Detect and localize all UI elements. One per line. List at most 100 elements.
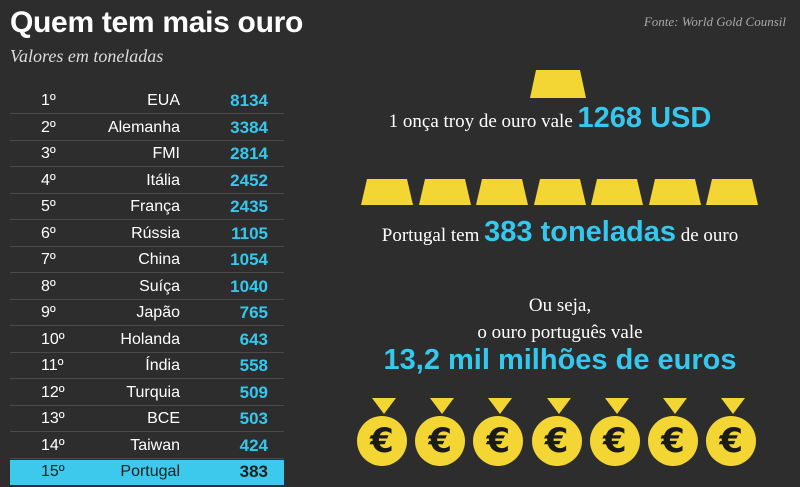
vale-text: o ouro português vale (477, 322, 643, 343)
euro-coin-icon: € (531, 398, 586, 482)
country-label: BCE (147, 410, 180, 427)
coin-circle (648, 416, 698, 466)
value-label: 2435 (230, 197, 268, 216)
value-label: 8134 (230, 91, 268, 110)
coin-pointer-icon (546, 398, 571, 414)
ou-seja-fact: Ou seja, o ouro português vale (310, 292, 800, 346)
euro-coin-icon: € (415, 398, 469, 482)
euro-symbol: € (428, 421, 453, 461)
table-row: 7º China 1054 (10, 248, 284, 273)
rank-label: 13º (41, 410, 65, 427)
coin-pointer-icon (488, 398, 513, 414)
country-label: Japão (136, 304, 180, 321)
source-note: Fonte: World Gold Counsil (643, 14, 786, 29)
value-label: 424 (239, 435, 268, 455)
table-row: 4º Itália 2452 (10, 169, 284, 194)
country-label: Suíça (139, 277, 180, 295)
table-row: 8º Suíça 1040 (10, 275, 284, 300)
rank-label: 1º (41, 92, 56, 109)
table-row: 9º Japão 765 (10, 301, 284, 326)
coin-pointer-icon (663, 398, 687, 414)
value-label: 765 (239, 303, 268, 322)
gold-bar-icon (476, 179, 528, 205)
table-row: 6º Rússia 1105 (10, 222, 284, 247)
ounce-fact: 1 onça troy de ouro vale 1268 USD (300, 102, 800, 135)
rank-label: 3º (41, 145, 56, 162)
coin-circle (589, 416, 640, 466)
table-row: 15º Portugal 383 (10, 460, 284, 485)
coin-circle (473, 416, 524, 466)
country-label: Taiwan (130, 436, 180, 454)
country-label: EUA (147, 92, 180, 109)
gold-bar-icon (533, 179, 586, 205)
table-row: 12º Turquia 509 (10, 381, 284, 406)
rank-label: 9º (41, 304, 56, 321)
coin-circle (357, 416, 407, 466)
rank-label: 5º (41, 198, 56, 215)
ranking-table: 1º EUA 8134 2º Alemanha 3384 3º FMI 2814 4º Itália… (10, 89, 284, 487)
ounce-value: 1268 USD (577, 102, 712, 134)
value-label: 503 (239, 409, 268, 428)
country-label: Portugal (120, 463, 180, 480)
euro-symbol: € (486, 421, 511, 461)
rank-label: 2º (41, 118, 56, 136)
country-label: Índia (145, 357, 180, 374)
gold-bar-icon (648, 179, 701, 205)
gold-bar-icon (530, 70, 586, 98)
coin-pointer-icon (372, 398, 396, 414)
rank-label: 7º (41, 251, 56, 268)
ou-seja-text: Ou seja, (528, 295, 592, 316)
gold-bar-icon (361, 179, 413, 205)
value-label: 1040 (230, 276, 268, 296)
table-row: 5º França 2435 (10, 195, 284, 220)
country-label: França (130, 198, 180, 215)
table-row: 14º Taiwan 424 (10, 434, 284, 459)
country-label: FMI (152, 145, 180, 162)
value-label: 509 (239, 382, 268, 402)
euro-symbol: € (719, 421, 744, 461)
coin-pointer-icon (604, 398, 629, 414)
table-row: 1º EUA 8134 (10, 89, 284, 114)
total-value: 13,2 mil milhões de euros (383, 344, 737, 376)
coin-pointer-icon (430, 398, 455, 414)
ounce-text: 1 onça troy de ouro vale (388, 111, 573, 132)
country-label: Rússia (131, 224, 180, 242)
value-label: 643 (239, 329, 268, 349)
portugal-suffix: de ouro (680, 225, 739, 246)
gold-bar-icon (706, 179, 758, 205)
value-label: 2452 (230, 170, 268, 190)
rank-label: 14º (41, 436, 65, 454)
gold-bar-icon (418, 179, 471, 205)
value-label: 3384 (230, 117, 268, 137)
rank-label: 4º (41, 171, 56, 189)
euro-coin-icon: € (589, 398, 644, 482)
rank-label: 12º (41, 383, 65, 401)
portugal-value: 383 toneladas (484, 216, 676, 248)
euro-coin-icon: € (648, 398, 702, 482)
euro-symbol: € (602, 421, 627, 461)
chart-subtitle: Valores em toneladas (10, 46, 164, 66)
country-label: Alemanha (107, 118, 180, 136)
coin-pointer-icon (721, 398, 746, 414)
coin-circle (415, 416, 466, 466)
rank-label: 10º (41, 330, 65, 348)
table-row: 10º Holanda 643 (10, 328, 284, 353)
table-row: 3º FMI 2814 (10, 142, 284, 167)
country-label: China (138, 251, 180, 268)
country-label: Holanda (120, 330, 180, 348)
euro-coin-icon: € (706, 398, 760, 482)
coin-circle (531, 416, 582, 466)
table-row: 2º Alemanha 3384 (10, 116, 284, 141)
value-label: 1054 (230, 250, 268, 269)
rank-label: 8º (41, 277, 56, 295)
portugal-fact: Portugal tem 383 toneladas de ouro (310, 216, 800, 249)
rank-label: 15º (41, 463, 65, 480)
value-label: 558 (239, 356, 268, 375)
value-label: 1105 (231, 223, 268, 243)
rank-label: 6º (41, 224, 56, 242)
euro-coin-icon: € (473, 398, 527, 482)
euro-symbol: € (661, 421, 685, 461)
country-label: Itália (146, 171, 180, 189)
rank-label: 11º (41, 357, 64, 374)
euro-coin-icon: € (357, 398, 411, 482)
